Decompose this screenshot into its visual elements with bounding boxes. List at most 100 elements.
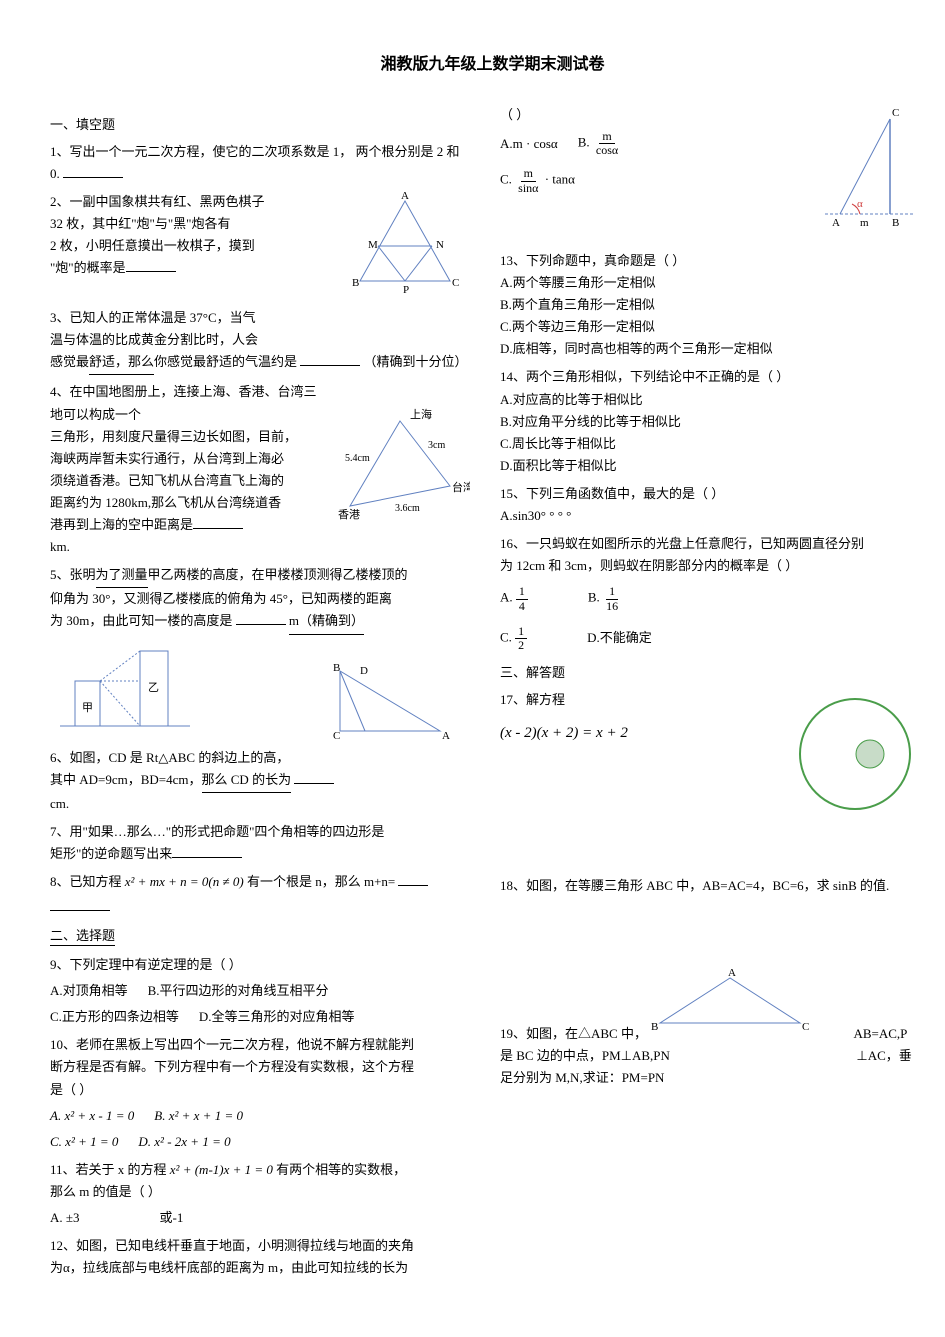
q5-blank (236, 624, 286, 625)
svg-text:α: α (857, 198, 863, 210)
q19-figure: A B C (645, 968, 815, 1038)
svg-text:A: A (728, 968, 736, 979)
q3-line3a: 感觉最 (50, 354, 89, 369)
q19-line3: 足分别为 M,N,求证：PM=PN (500, 1067, 920, 1089)
q10-d: D. x² - 2x + 1 = 0 (138, 1131, 230, 1153)
q12-b: B. mcosα (578, 130, 621, 157)
q7-line2: 矩形"的逆命题写出来 (50, 846, 172, 861)
q3-line3u: 舒适，那么 (89, 351, 154, 375)
q7-blank (172, 857, 242, 858)
q16-a: A. 14 (500, 585, 528, 612)
q8-blank (398, 885, 428, 886)
q17-figure (790, 689, 920, 819)
svg-text:上海: 上海 (410, 407, 432, 421)
q14-a: A.对应高的比等于相似比 (500, 389, 920, 411)
q3-tail: （精确到十分位） (364, 354, 468, 369)
q10-c: C. x² + 1 = 0 (50, 1131, 118, 1153)
q6-line1: 6、如图，CD 是 Rt△ABC 的斜边上的高， (50, 747, 470, 769)
svg-text:B: B (892, 217, 899, 229)
q10-line3: 是（ ） (50, 1079, 470, 1101)
divider-blank (50, 910, 110, 911)
q4-blank (193, 528, 243, 529)
svg-text:C: C (333, 730, 340, 742)
content-columns: 一、填空题 1、写出一个一元二次方程，使它的二次项系数是 1， 两个根分别是 2… (50, 104, 895, 1285)
q2: A B C M N P 2、一副中国象棋共有红、黑两色棋子 32 枚，其中红"炮… (50, 191, 470, 301)
q5-line1a: 5、张明 (50, 567, 96, 582)
section-solve: 三、解答题 (500, 662, 920, 681)
svg-text:P: P (403, 284, 409, 296)
q12-line1: 12、如图，已知电线杆垂直于地面，小明测得拉线与地面的夹角 (50, 1235, 470, 1257)
q3: 3、已知人的正常体温是 37°C，当气 温与体温的比成黄金分割比时，人会 感觉最… (50, 307, 470, 375)
q6: 6、如图，CD 是 Rt△ABC 的斜边上的高， 其中 AD=9cm，BD=4c… (50, 747, 470, 815)
q13-stem: 13、下列命题中，真命题是（ ） (500, 250, 920, 272)
svg-text:m: m (860, 217, 869, 229)
section-fill: 一、填空题 (50, 114, 470, 133)
svg-text:N: N (436, 239, 444, 251)
q2-blank (126, 271, 176, 272)
q4-line7: km. (50, 536, 470, 558)
q1-blank (63, 177, 123, 178)
q3-line1: 3、已知人的正常体温是 37°C，当气 (50, 307, 470, 329)
q8: 8、已知方程 x² + mx + n = 0(n ≠ 0) 有一个根是 n，那么… (50, 871, 470, 893)
q5-line1u: 为了测量 (96, 564, 148, 588)
q13-d: D.底相等，同时高也相等的两个三角形一定相似 (500, 338, 920, 360)
svg-text:台湾: 台湾 (452, 480, 470, 494)
q2-line4: "炮"的概率是 (50, 260, 126, 275)
q16-c: C. 12 (500, 625, 527, 652)
q5-line2: 仰角为 30°，又测得乙楼楼底的俯角为 45°，已知两楼的距离 (50, 588, 470, 610)
q9-b: B.平行四边形的对角线互相平分 (148, 980, 329, 1002)
q19-tail2: ⊥AC，垂 (856, 1048, 911, 1063)
q15: 15、下列三角函数值中，最大的是（ ） A.sin30° ° ° ° (500, 483, 920, 527)
q13-a: A.两个等腰三角形一定相似 (500, 272, 920, 294)
svg-text:C: C (452, 277, 459, 289)
q9: 9、下列定理中有逆定理的是（ ） A.对顶角相等 B.平行四边形的对角线互相平分… (50, 954, 470, 1028)
q11-b: 或-1 (160, 1207, 184, 1229)
q2-figure: A B C M N P (340, 191, 470, 301)
q12-options: C A B m α （ ） A.m · cosα B. mcosα C. msi… (500, 104, 920, 244)
svg-text:B: B (352, 277, 359, 289)
q9-a: A.对顶角相等 (50, 980, 128, 1002)
q4-line6: 港再到上海的空中距离是 (50, 517, 193, 532)
svg-text:A: A (832, 217, 840, 229)
q4: 上海 台湾 香港 3cm 5.4cm 3.6cm 4、在中国地图册上，连接上海、… (50, 381, 470, 558)
q7: 7、用"如果…那么…"的形式把命题"四个角相等的四边形是 矩形"的逆命题写出来 (50, 821, 470, 865)
q11: 11、若关于 x 的方程 x² + (m-1)x + 1 = 0 有两个相等的实… (50, 1159, 470, 1229)
svg-text:B: B (651, 1021, 658, 1033)
q13-c: C.两个等边三角形一定相似 (500, 316, 920, 338)
svg-text:香港: 香港 (338, 508, 360, 521)
svg-text:C: C (892, 107, 899, 119)
q8-tail: 有一个根是 n，那么 m+n= (247, 874, 395, 889)
q19-line2: 是 BC 边的中点，PM⊥AB,PN (500, 1048, 670, 1063)
section-choice: 二、选择题 (50, 925, 470, 946)
q11-line2: 那么 m 的值是（ ） (50, 1181, 470, 1203)
q9-d: D.全等三角形的对应角相等 (199, 1006, 355, 1028)
svg-text:A: A (401, 191, 409, 202)
svg-text:A: A (442, 730, 450, 742)
q12-a: A.m · cosα (500, 133, 558, 155)
q12: 12、如图，已知电线杆垂直于地面，小明测得拉线与地面的夹角 为α，拉线底部与电线… (50, 1235, 470, 1279)
q10-line1: 10、老师在黑板上写出四个一元二次方程，他说不解方程就能判 (50, 1034, 470, 1056)
q5: 5、张明为了测量甲乙两楼的高度，在甲楼楼顶测得乙楼楼顶的 仰角为 30°，又测得… (50, 564, 470, 634)
q5-q6-figures: 甲 乙 B C A D (50, 641, 470, 741)
q1-text: 1、写出一个一元二次方程，使它的二次项系数是 1， 两个根分别是 2 和 0. (50, 144, 460, 181)
q6-blank (294, 783, 334, 784)
q19-tail1: AB=AC,P (853, 1026, 907, 1041)
q8-formula: x² + mx + n = 0(n ≠ 0) (125, 874, 244, 889)
q6-line2u: 那么 CD 的长为 (202, 769, 292, 793)
right-column: C A B m α （ ） A.m · cosα B. mcosα C. msi… (500, 104, 920, 1285)
q11-line1b: 有两个相等的实数根， (276, 1162, 406, 1177)
svg-text:5.4cm: 5.4cm (345, 453, 370, 464)
q8-text: 8、已知方程 (50, 874, 125, 889)
q16: 16、一只蚂蚁在如图所示的光盘上任意爬行，已知两圆直径分别 为 12cm 和 3… (500, 533, 920, 652)
q3-line3b: 你感觉最舒适的气温约是 (154, 354, 297, 369)
q13: 13、下列命题中，真命题是（ ） A.两个等腰三角形一定相似 B.两个直角三角形… (500, 250, 920, 360)
q9-c: C.正方形的四条边相等 (50, 1006, 179, 1028)
q6-line2a: 其中 AD=9cm，BD=4cm， (50, 772, 202, 787)
q12-figure: C A B m α (820, 104, 920, 234)
q15-a: A.sin30° ° ° ° (500, 505, 920, 527)
q9-stem: 9、下列定理中有逆定理的是（ ） (50, 954, 470, 976)
q16-b: B. 116 (588, 585, 621, 612)
q6-line3: cm. (50, 793, 470, 815)
svg-text:D: D (360, 665, 368, 677)
q14-d: D.面积比等于相似比 (500, 455, 920, 477)
